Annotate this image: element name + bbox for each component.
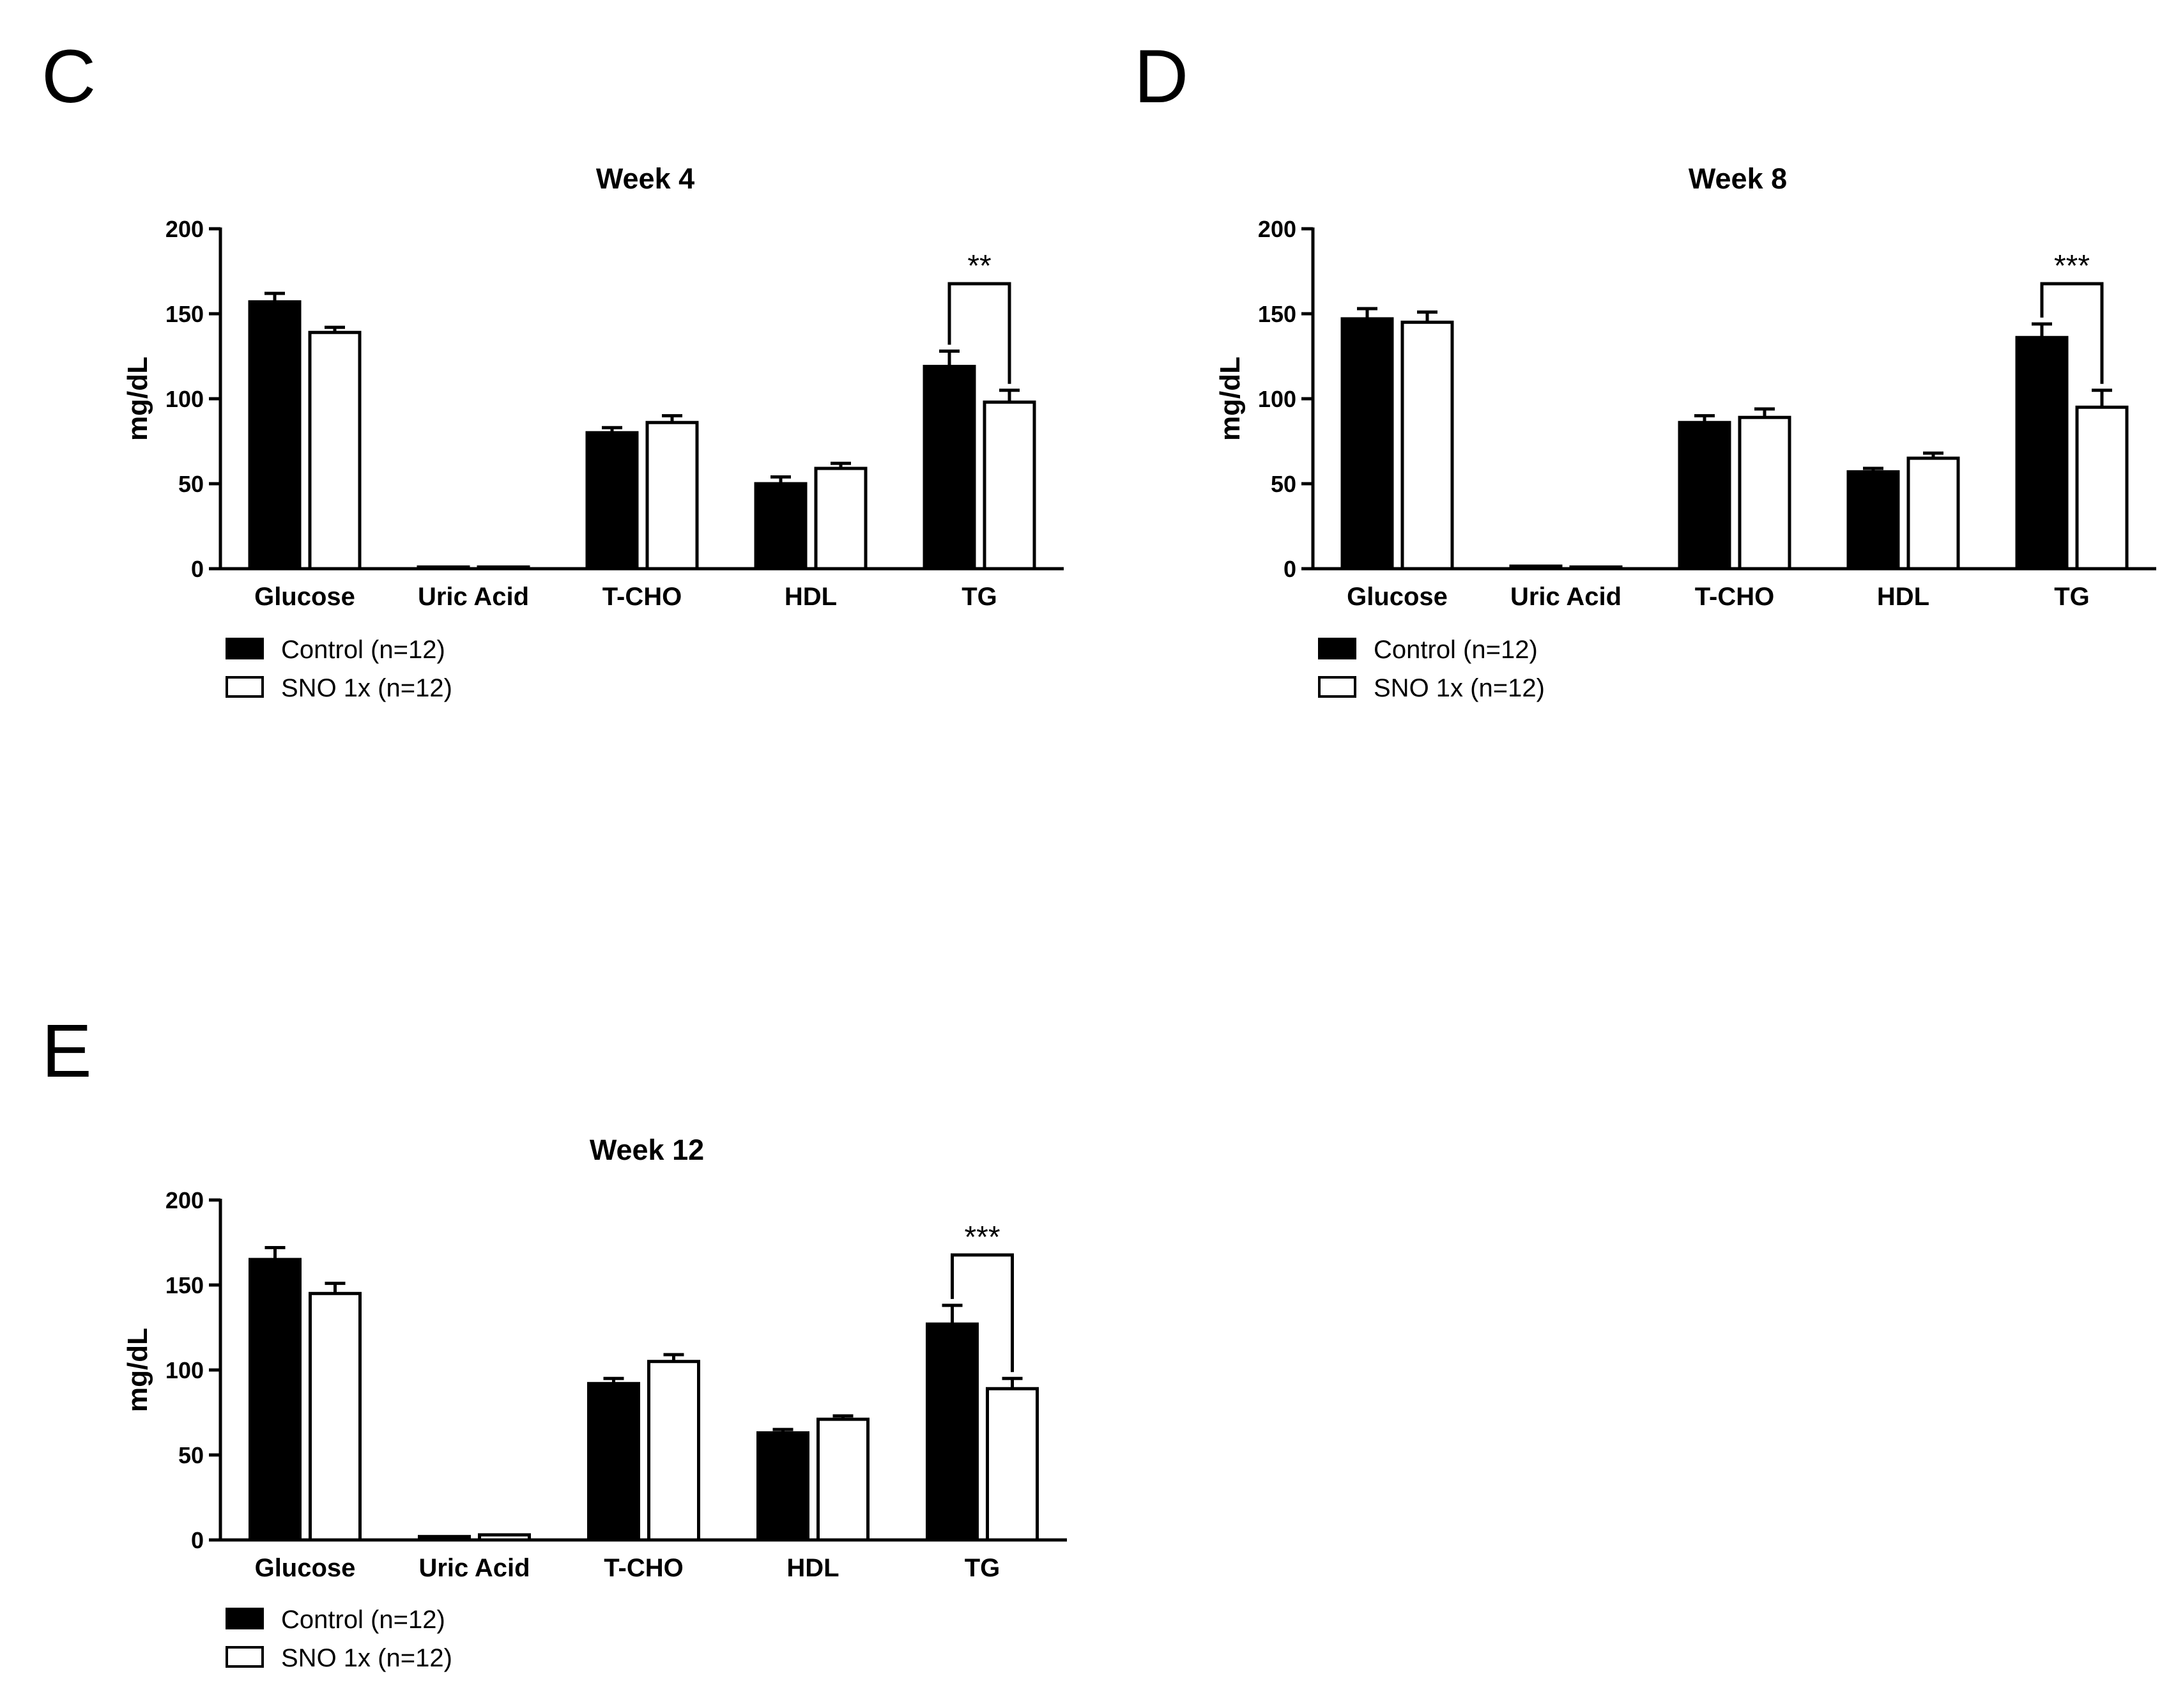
x-tick-label: T-CHO <box>602 583 682 611</box>
panel-letter: C <box>42 35 96 119</box>
x-tick-label: Glucose <box>255 1554 356 1582</box>
x-tick-label: T-CHO <box>1695 583 1774 611</box>
y-tick-label: 200 <box>1258 216 1296 242</box>
legend-label-sno-1x: SNO 1x (n=12) <box>281 674 452 702</box>
x-tick-label: Glucose <box>254 583 355 611</box>
panel-letter: D <box>1134 35 1188 119</box>
bar-sno-1x <box>1400 320 1454 571</box>
y-tick-label: 0 <box>1284 556 1296 582</box>
x-tick-label: TG <box>962 583 997 611</box>
x-tick-label: HDL <box>785 583 837 611</box>
y-axis-label: mg/dL <box>1215 357 1246 441</box>
bar-control <box>585 431 639 571</box>
legend-label-control: Control (n=12) <box>281 1606 445 1634</box>
y-tick-label: 50 <box>178 1442 204 1468</box>
bar-sno-1x <box>308 330 362 571</box>
x-tick-label: Glucose <box>1347 583 1448 611</box>
x-tick-label: TG <box>2054 583 2090 611</box>
x-tick-label: Uric Acid <box>418 583 529 611</box>
bar-control <box>587 1381 640 1542</box>
y-tick-label: 150 <box>165 1272 204 1298</box>
bar-control <box>926 1322 979 1542</box>
legend-swatch-sno-1x <box>226 1646 264 1668</box>
panel-week-12: E Week 12 mg/dL 0 50 100 150 200 Glucose Uric Aci… <box>42 1009 1067 1672</box>
bar-control <box>1678 420 1731 571</box>
panel-week-8: D Week 8 mg/dL 0 50 100 150 200 Glucose Uric Acid… <box>1134 35 2156 702</box>
x-tick-label: HDL <box>1877 583 1929 611</box>
x-tick-label: Uric Acid <box>1510 583 1621 611</box>
y-tick-label: 150 <box>165 301 204 327</box>
bar-sno-1x <box>1906 456 1960 571</box>
y-tick-label: 200 <box>165 1187 204 1213</box>
significance-label: *** <box>2054 249 2090 283</box>
y-tick-label: 0 <box>191 1527 204 1553</box>
y-tick-label: 100 <box>165 1357 204 1383</box>
legend-swatch-control <box>226 1608 264 1629</box>
chart-title: Week 4 <box>596 162 694 195</box>
chart-title: Week 8 <box>1689 162 1787 195</box>
bar-control <box>1340 317 1394 571</box>
panel-letter: E <box>42 1009 92 1093</box>
significance-label: ** <box>967 249 991 283</box>
bar-control <box>756 1431 809 1542</box>
legend-label-control: Control (n=12) <box>1374 636 1538 664</box>
legend-label-sno-1x: SNO 1x (n=12) <box>1374 674 1545 702</box>
bar-sno-1x <box>983 400 1036 571</box>
y-tick-label: 100 <box>165 386 204 412</box>
y-axis-label: mg/dL <box>122 1328 153 1412</box>
bar-sno-1x <box>647 1360 700 1542</box>
significance-label: *** <box>964 1220 1000 1254</box>
panel-week-4: C Week 4 mg/dL 0 50 100 150 200 Glucose Uric Acid… <box>42 35 1064 702</box>
chart-title: Week 12 <box>590 1134 704 1166</box>
bar-sno-1x <box>1738 415 1791 571</box>
y-tick-label: 150 <box>1258 301 1296 327</box>
legend-swatch-sno-1x <box>226 676 264 698</box>
bar-control <box>248 300 302 571</box>
bar-sno-1x <box>309 1291 362 1542</box>
significance-bracket <box>951 1253 1014 1373</box>
x-tick-label: HDL <box>786 1554 839 1582</box>
legend-swatch-sno-1x <box>1318 676 1356 698</box>
x-tick-label: Uric Acid <box>418 1554 530 1582</box>
bar-control <box>249 1258 302 1542</box>
legend-label-control: Control (n=12) <box>281 636 445 664</box>
x-tick-label: TG <box>965 1554 1000 1582</box>
bar-control <box>923 364 976 571</box>
significance-bracket <box>2040 282 2104 384</box>
y-tick-label: 50 <box>1271 471 1296 497</box>
y-tick-label: 50 <box>178 471 204 497</box>
legend-swatch-control <box>1318 638 1356 659</box>
bar-control <box>2015 335 2069 571</box>
y-tick-label: 200 <box>165 216 204 242</box>
bar-sno-1x <box>645 420 699 571</box>
significance-bracket <box>947 282 1011 384</box>
y-axis-label: mg/dL <box>122 357 153 441</box>
bar-control <box>754 482 808 571</box>
bar-sno-1x <box>986 1387 1039 1542</box>
legend-label-sno-1x: SNO 1x (n=12) <box>281 1644 452 1672</box>
bar-sno-1x <box>816 1417 870 1542</box>
legend-swatch-control <box>226 638 264 659</box>
x-tick-label: T-CHO <box>604 1554 683 1582</box>
bar-sno-1x <box>814 466 868 571</box>
bar-sno-1x <box>2075 405 2129 571</box>
y-tick-label: 100 <box>1258 386 1296 412</box>
y-tick-label: 0 <box>191 556 204 582</box>
bar-control <box>1846 470 1900 571</box>
